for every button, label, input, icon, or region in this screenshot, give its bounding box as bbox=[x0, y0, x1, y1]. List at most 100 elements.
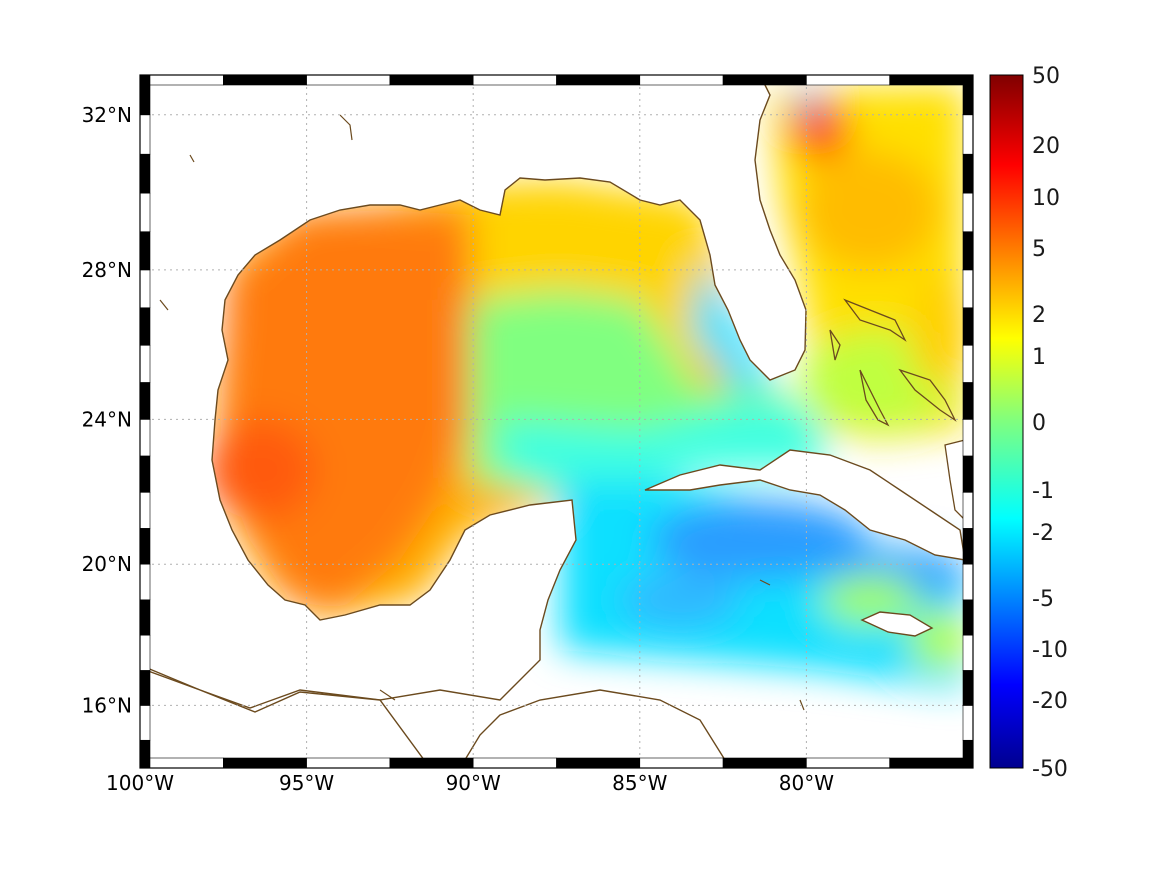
frame-segment-left bbox=[139, 307, 151, 346]
frame-segment-right bbox=[962, 153, 974, 194]
frame-segment-top bbox=[556, 74, 641, 86]
land-hispaniola bbox=[944, 439, 966, 522]
frame-segment-right bbox=[962, 563, 974, 601]
land-jamaica bbox=[860, 611, 934, 637]
frame-segment-right bbox=[962, 528, 974, 565]
frame-segment-left bbox=[139, 114, 151, 155]
frame-segment-left bbox=[139, 670, 151, 706]
frame-segment-left bbox=[139, 192, 151, 233]
field-region-atlantic-offshore bbox=[800, 150, 940, 270]
frame-segment-left bbox=[139, 739, 151, 769]
field-region-straits bbox=[500, 400, 830, 500]
frame-segment-right bbox=[962, 491, 974, 529]
lat-tick-label: 24°N bbox=[82, 407, 132, 431]
anomaly-field bbox=[205, 85, 970, 690]
colorbar-tick-label: -1 bbox=[1032, 479, 1054, 504]
colorbar-tick-label: -10 bbox=[1032, 638, 1068, 663]
field-region-campeche bbox=[205, 420, 315, 520]
frame-segment-right bbox=[962, 419, 974, 457]
frame-segment-left bbox=[139, 705, 151, 741]
lon-tick-label: 90°W bbox=[446, 771, 501, 795]
frame-segment-right bbox=[962, 114, 974, 155]
frame-segment-left bbox=[139, 344, 151, 383]
frame-segment-left bbox=[139, 634, 151, 671]
colorbar-tick-label: 50 bbox=[1032, 64, 1060, 89]
frame-segment-top bbox=[306, 74, 391, 86]
frame-segment-right bbox=[962, 344, 974, 383]
land-honduras bbox=[459, 689, 731, 768]
frame-segment-bottom bbox=[639, 757, 724, 769]
frame-segment-right bbox=[962, 382, 974, 420]
frame-segment-left bbox=[139, 599, 151, 636]
frame-segment-left bbox=[139, 269, 151, 309]
axis-labels: 100°W 95°W 90°W 85°W 80°W 32°N 28°N 24°N 20°N 16°… bbox=[82, 103, 835, 795]
frame-segment-right bbox=[962, 192, 974, 233]
lon-tick-label: 85°W bbox=[612, 771, 667, 795]
field-region-florida-shelf bbox=[690, 260, 770, 395]
colorbar-tick-label: 10 bbox=[1032, 186, 1060, 211]
frame-segment-top bbox=[139, 74, 224, 86]
colorbar-tick-label: 0 bbox=[1032, 411, 1046, 436]
frame-segment-bottom bbox=[556, 757, 641, 769]
colorbar-tick-label: 1 bbox=[1032, 345, 1046, 370]
frame-segment-top bbox=[889, 74, 974, 86]
frame-segment-bottom bbox=[389, 757, 474, 769]
frame-segment-right bbox=[962, 634, 974, 671]
graticule bbox=[140, 75, 973, 768]
frame-segment-right bbox=[962, 74, 974, 116]
frame-segment-right bbox=[962, 705, 974, 741]
frame-segment-right bbox=[962, 269, 974, 309]
land-bahamas bbox=[829, 298, 957, 427]
colorbar-tick-label: 5 bbox=[1032, 237, 1046, 262]
frame-segment-bottom bbox=[806, 757, 891, 769]
frame-segment-right bbox=[962, 455, 974, 493]
frame-segment-bottom bbox=[889, 757, 974, 769]
frame-segment-top bbox=[472, 74, 557, 86]
frame-segment-left bbox=[139, 563, 151, 601]
frame-segment-right bbox=[962, 231, 974, 271]
frame-segment-left bbox=[139, 382, 151, 420]
frame-segment-left bbox=[139, 419, 151, 457]
frame-segment-top bbox=[389, 74, 474, 86]
frame-segment-top bbox=[806, 74, 891, 86]
colorbar-gradient bbox=[989, 74, 1024, 769]
frame-segment-right bbox=[962, 599, 974, 636]
frame-segment-top bbox=[223, 74, 307, 86]
frame-segment-left bbox=[139, 231, 151, 271]
lat-tick-label: 20°N bbox=[82, 552, 132, 576]
lon-tick-label: 95°W bbox=[279, 771, 334, 795]
colorbar-tick-label: -50 bbox=[1032, 757, 1068, 782]
lon-tick-label: 100°W bbox=[106, 771, 174, 795]
frame-segment-left bbox=[139, 455, 151, 493]
colorbar-tick-label: 2 bbox=[1032, 303, 1046, 328]
colorbar-tick-label: -5 bbox=[1032, 587, 1054, 612]
field-region-atlantic-hotspot bbox=[790, 100, 850, 160]
frame-segment-bottom bbox=[472, 757, 557, 769]
map-frame bbox=[139, 74, 974, 769]
lat-tick-label: 32°N bbox=[82, 103, 132, 127]
frame-segment-bottom bbox=[223, 757, 307, 769]
frame-segment-right bbox=[962, 307, 974, 346]
frame-segment-left bbox=[139, 491, 151, 529]
frame-segment-top bbox=[722, 74, 807, 86]
lat-tick-label: 16°N bbox=[82, 693, 132, 717]
land-central-america bbox=[140, 667, 431, 768]
frame-segment-right bbox=[962, 670, 974, 706]
colorbar-tick-label: -20 bbox=[1032, 689, 1068, 714]
frame-segment-left bbox=[139, 74, 151, 116]
colorbar-tick-label: 20 bbox=[1032, 134, 1060, 159]
frame-segment-left bbox=[139, 528, 151, 565]
lat-tick-label: 28°N bbox=[82, 258, 132, 282]
frame-outline bbox=[139, 74, 974, 769]
frame-segment-right bbox=[962, 739, 974, 769]
frame-segment-bottom bbox=[306, 757, 391, 769]
frame-segment-bottom bbox=[722, 757, 807, 769]
frame-segment-top bbox=[639, 74, 724, 86]
colorbar-tick-label: -2 bbox=[1032, 521, 1054, 546]
lon-tick-label: 80°W bbox=[779, 771, 834, 795]
frame-segment-bottom bbox=[139, 757, 224, 769]
frame-segment-left bbox=[139, 153, 151, 194]
